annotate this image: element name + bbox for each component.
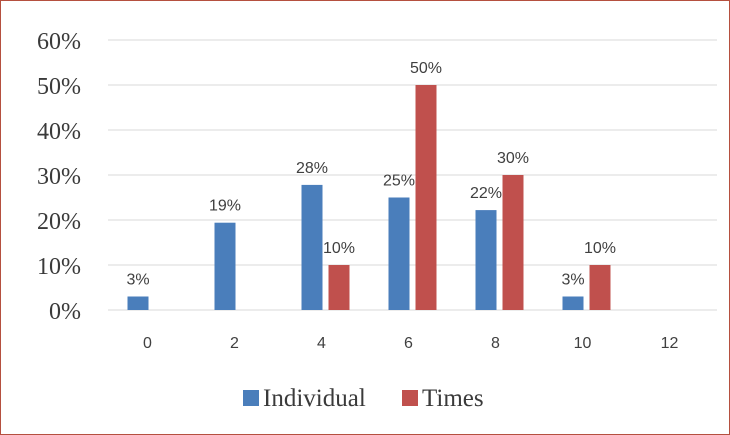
x-tick-label: 4 bbox=[317, 335, 326, 352]
bar-individual-8 bbox=[475, 210, 497, 310]
data-label-individual-6: 25% bbox=[383, 173, 415, 190]
data-label-times-8: 30% bbox=[497, 150, 529, 167]
data-label-times-10: 10% bbox=[584, 240, 616, 257]
x-tick-label: 6 bbox=[404, 335, 413, 352]
y-axis-ticks: 0% 10% 20% 30% 40% 50% 60% bbox=[37, 29, 81, 325]
legend-swatch-individual bbox=[243, 390, 259, 406]
bar-individual-2 bbox=[214, 222, 236, 310]
bar-individual-4 bbox=[301, 184, 323, 310]
bar-individual-0 bbox=[127, 296, 149, 310]
y-tick-label: 40% bbox=[37, 119, 81, 145]
data-label-individual-8: 22% bbox=[470, 185, 502, 202]
data-label-times-6: 50% bbox=[410, 60, 442, 77]
x-tick-label: 2 bbox=[230, 335, 239, 352]
y-tick-label: 20% bbox=[37, 209, 81, 235]
legend-label-times: Times bbox=[422, 385, 484, 412]
y-tick-label: 30% bbox=[37, 164, 81, 190]
bar-times-6 bbox=[415, 85, 437, 310]
y-tick-label: 10% bbox=[37, 254, 81, 280]
legend-label-individual: Individual bbox=[263, 385, 366, 412]
data-label-individual-2: 19% bbox=[209, 198, 241, 215]
x-tick-label: 10 bbox=[574, 335, 592, 352]
bar-times-10 bbox=[589, 265, 611, 310]
bars bbox=[127, 85, 611, 310]
y-tick-label: 60% bbox=[37, 29, 81, 55]
bar-times-4 bbox=[328, 265, 350, 310]
legend-swatch-times bbox=[402, 390, 418, 406]
y-tick-label: 0% bbox=[49, 299, 81, 325]
x-axis-ticks: 0 2 4 6 8 10 12 bbox=[143, 335, 678, 352]
x-tick-label: 0 bbox=[143, 335, 152, 352]
data-label-individual-10: 3% bbox=[561, 272, 584, 289]
y-tick-label: 50% bbox=[37, 74, 81, 100]
bar-times-8 bbox=[502, 175, 524, 310]
data-labels: 3%19%28%25%22%3%10%50%30%10% bbox=[126, 60, 616, 289]
x-tick-label: 12 bbox=[661, 335, 679, 352]
legend: Individual Times bbox=[243, 385, 484, 412]
x-tick-label: 8 bbox=[491, 335, 500, 352]
gridlines bbox=[108, 39, 717, 311]
bar-individual-10 bbox=[562, 296, 584, 310]
data-label-individual-4: 28% bbox=[296, 160, 328, 177]
data-label-individual-0: 3% bbox=[126, 272, 149, 289]
data-label-times-4: 10% bbox=[323, 240, 355, 257]
bar-individual-6 bbox=[388, 197, 410, 310]
